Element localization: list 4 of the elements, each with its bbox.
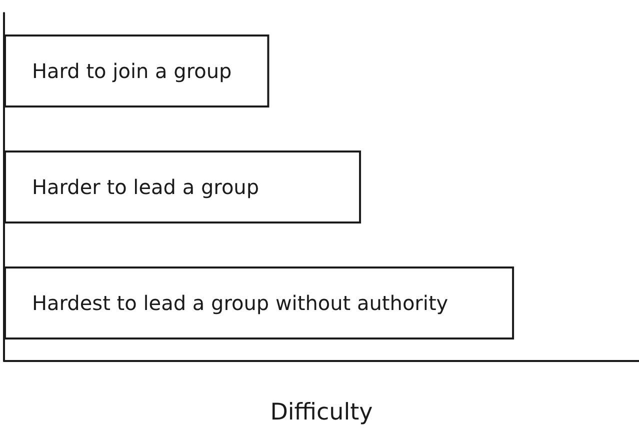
y-tick-label: Hardest to lead a group without authority	[32, 291, 448, 315]
y-tick-label: Harder to lead a group	[32, 175, 260, 199]
x-axis-title: Difficulty	[270, 400, 373, 426]
y-tick-label: Hard to join a group	[32, 59, 232, 83]
